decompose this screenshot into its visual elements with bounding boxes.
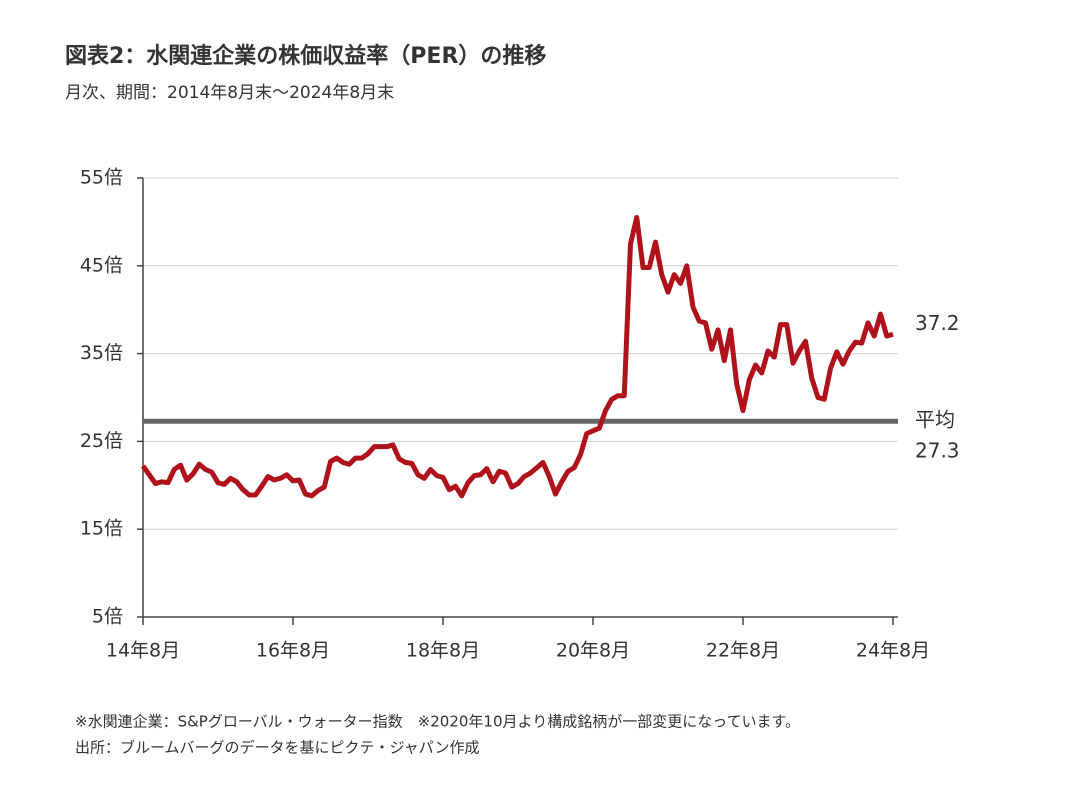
chart-subtitle: 月次、期間：2014年8月末～2024年8月末 bbox=[65, 83, 394, 103]
x-tick-label: 20年8月 bbox=[556, 640, 630, 662]
average-label: 平均 bbox=[915, 408, 955, 432]
y-tick-label: 25倍 bbox=[80, 430, 123, 452]
y-tick-label: 5倍 bbox=[92, 606, 123, 628]
x-tick-label: 22年8月 bbox=[706, 640, 780, 662]
y-tick-label: 35倍 bbox=[80, 342, 123, 364]
end-value-label: 37.2 bbox=[915, 311, 960, 335]
chart-title: 図表2：水関連企業の株価収益率（PER）の推移 bbox=[65, 43, 546, 69]
x-tick-label: 18年8月 bbox=[406, 640, 480, 662]
note: 出所：ブルームバーグのデータを基にピクテ・ジャパン作成 bbox=[75, 739, 480, 757]
y-tick-label: 15倍 bbox=[80, 518, 123, 540]
y-tick-label: 55倍 bbox=[80, 167, 123, 189]
line-series bbox=[140, 215, 894, 499]
y-tick-label: 45倍 bbox=[80, 254, 123, 276]
note: ※水関連企業：S&Pグローバル・ウォーター指数 ※2020年10月より構成銘柄が… bbox=[75, 713, 800, 731]
x-tick-label: 16年8月 bbox=[256, 640, 330, 662]
average-value: 27.3 bbox=[915, 439, 960, 463]
x-tick-label: 24年8月 bbox=[856, 640, 930, 662]
x-tick-label: 14年8月 bbox=[106, 640, 180, 662]
